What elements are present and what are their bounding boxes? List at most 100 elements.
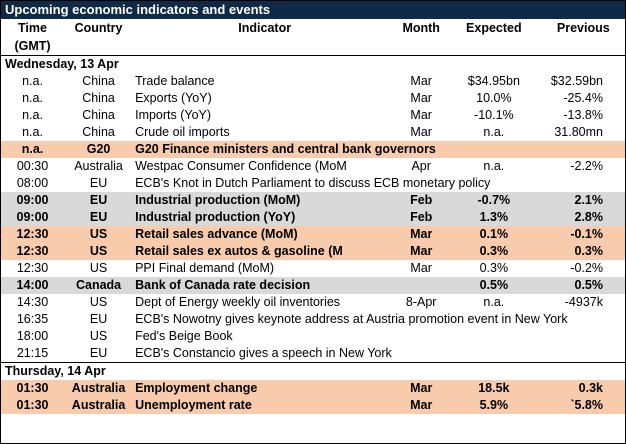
header-indicator: Indicator [238, 21, 292, 35]
cell-indicator: ECB's Constancio gives a speech in New Y… [135, 346, 392, 360]
date-label: Thursday, 14 Apr [1, 362, 625, 380]
cell-indicator: Crude oil imports [135, 125, 230, 139]
cell-country: EU [64, 209, 134, 226]
cell-previous: 2.1% [541, 192, 625, 209]
header-time: Time [18, 21, 47, 35]
cell-indicator: Exports (YoY) [135, 91, 212, 105]
header-month: Month [402, 21, 440, 35]
cell-month: Mar [396, 380, 447, 397]
cell-country: Canada [64, 277, 134, 294]
cell-expected: 0.5% [446, 277, 542, 294]
cell-indicator: Dept of Energy weekly oil inventories [135, 295, 341, 309]
cell-time: 12:30 [16, 261, 49, 275]
cell-previous: $32.59bn [550, 74, 603, 88]
cell-month: Mar [410, 74, 432, 88]
header-row: Time Country Indicator Month Expected Pr… [1, 19, 625, 37]
table-row: 18:00 US Fed's Beige Book [1, 328, 625, 345]
cell-indicator: Fed's Beige Book [135, 329, 233, 343]
cell-month: Mar [396, 243, 447, 260]
table-row: 08:00 EU ECB's Knot in Dutch Parliament to… [1, 175, 625, 192]
cell-country: Australia [74, 159, 123, 173]
cell-country: EU [89, 176, 108, 190]
cell-country: EU [64, 192, 134, 209]
cell-previous: -2.2% [570, 159, 603, 173]
cell-indicator: G20 Finance ministers and central bank g… [133, 141, 436, 158]
cell-month: Feb [396, 192, 447, 209]
cell-month: Mar [410, 125, 432, 139]
header-expected: Expected [466, 21, 522, 35]
table-row: 12:30 US Retail sales ex autos & gasoline … [1, 243, 625, 260]
cell-month [396, 277, 447, 294]
table-row: 12:30 US Retail sales advance (MoM) Mar 0.1%… [1, 226, 625, 243]
cell-indicator: Bank of Canada rate decision [133, 277, 397, 294]
cell-month: Apr [411, 159, 431, 173]
cell-expected: 10.0% [476, 91, 512, 105]
date-label: Wednesday, 13 Apr [1, 55, 625, 73]
cell-time: 21:15 [16, 346, 49, 360]
table-title: Upcoming economic indicators and events [1, 1, 625, 19]
cell-time: 18:00 [16, 329, 49, 343]
cell-indicator: ECB's Nowotny gives keynote address at A… [135, 312, 568, 326]
cell-previous: 0.3% [541, 243, 625, 260]
cell-time: 12:30 [1, 226, 64, 243]
cell-expected: n.a. [483, 295, 505, 309]
cell-indicator: Industrial production (MoM) [133, 192, 397, 209]
header-row-2: (GMT) [1, 37, 625, 56]
cell-country: US [64, 226, 134, 243]
cell-month: Mar [410, 108, 432, 122]
cell-time: 14:00 [1, 277, 64, 294]
cell-previous: 0.3k [541, 380, 625, 397]
cell-country: China [82, 108, 115, 122]
cell-expected [446, 345, 542, 363]
cell-indicator: Imports (YoY) [135, 108, 212, 122]
cell-time: n.a. [22, 91, 43, 105]
cell-previous: -0.1% [541, 226, 625, 243]
header-country: Country [74, 21, 123, 35]
cell-month: Mar [410, 91, 432, 105]
date-row: Wednesday, 13 Apr [1, 55, 625, 73]
cell-indicator: Unemployment rate [133, 397, 397, 414]
cell-month: 8-Apr [405, 295, 437, 309]
cell-expected: 0.3% [479, 261, 509, 275]
cell-indicator: PPI Final demand (MoM) [135, 261, 275, 275]
cell-expected: n.a. [483, 159, 505, 173]
table-row: n.a. China Trade balance Mar $34.95bn $32.59b… [1, 73, 625, 90]
cell-previous: `5.8% [541, 397, 625, 414]
table-row: 14:00 Canada Bank of Canada rate decision 0… [1, 277, 625, 294]
cell-indicator: Employment change [133, 380, 397, 397]
table-row: n.a. China Crude oil imports Mar n.a. 31.80mn [1, 124, 625, 141]
cell-previous [542, 175, 625, 192]
cell-time: n.a. [22, 108, 43, 122]
cell-country: Australia [64, 397, 134, 414]
cell-indicator: Retail sales advance (MoM) [133, 226, 397, 243]
header-previous: Previous [556, 21, 610, 35]
cell-country: China [82, 91, 115, 105]
cell-time: 08:00 [16, 176, 49, 190]
cell-time: 12:30 [1, 243, 64, 260]
table-row: 09:00 EU Industrial production (MoM) Feb -0.… [1, 192, 625, 209]
cell-indicator: Westpac Consumer Confidence (MoM [135, 159, 347, 173]
cell-time: 14:30 [16, 295, 49, 309]
cell-expected: 0.3% [446, 243, 542, 260]
cell-previous [542, 328, 625, 345]
cell-month [396, 345, 446, 363]
table-row: 12:30 US PPI Final demand (MoM) Mar 0.3% -0.2… [1, 260, 625, 277]
cell-time: n.a. [1, 141, 64, 158]
cell-country: Australia [64, 380, 134, 397]
cell-previous: 31.80mn [554, 125, 603, 139]
economic-calendar-table: Time Country Indicator Month Expected Pr… [1, 19, 625, 414]
cell-previous: 0.5% [541, 277, 625, 294]
cell-expected: -10.1% [474, 108, 514, 122]
table-row: 21:15 EU ECB's Constancio gives a speech i… [1, 345, 625, 363]
table-row: 09:00 EU Industrial production (YoY) Feb 1.3… [1, 209, 625, 226]
cell-month [396, 328, 446, 345]
cell-time: 09:00 [1, 209, 64, 226]
cell-previous [541, 141, 625, 158]
table-row: 16:35 EU ECB's Nowotny gives keynote addre… [1, 311, 625, 328]
cell-month: Mar [396, 226, 447, 243]
table-row: 00:30 Australia Westpac Consumer Confidenc… [1, 158, 625, 175]
cell-country: China [82, 125, 115, 139]
cell-expected: 1.3% [446, 209, 542, 226]
cell-month [396, 141, 447, 158]
